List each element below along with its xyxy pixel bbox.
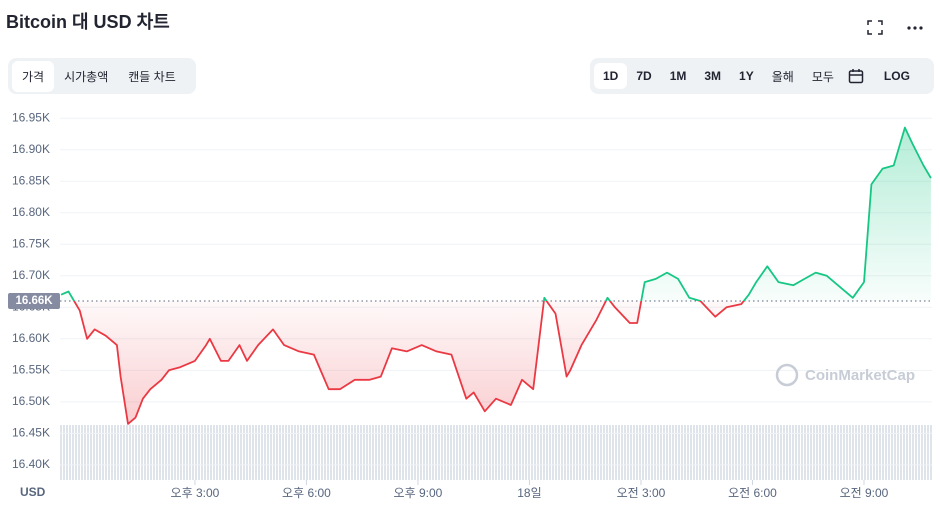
range-button[interactable]: 7D	[636, 69, 652, 83]
x-tick-label: 오전 9:00	[840, 486, 889, 500]
x-tick-label: 오후 6:00	[282, 486, 331, 500]
y-tick-label: 16.70K	[12, 268, 50, 282]
x-tick-label: 오전 6:00	[728, 486, 777, 500]
range-button[interactable]: 1Y	[739, 69, 754, 83]
fullscreen-icon[interactable]	[867, 20, 883, 35]
x-tick-label: 오후 3:00	[171, 486, 220, 500]
tab[interactable]: 캔들 차트	[128, 69, 176, 84]
y-tick-label: 16.45K	[12, 426, 50, 440]
chart-title: Bitcoin 대 USD 차트	[6, 12, 170, 32]
range-button[interactable]: 1D	[594, 63, 628, 89]
watermark-text: CoinMarketCap	[805, 367, 915, 384]
watermark: CoinMarketCap	[775, 363, 915, 387]
y-axis-label: USD	[20, 485, 46, 499]
y-tick-label: 16.50K	[12, 394, 50, 408]
y-tick-label: 16.80K	[12, 205, 50, 219]
tab[interactable]: 가격	[12, 60, 55, 92]
range-button[interactable]: 올해	[771, 69, 794, 84]
x-tick-label: 오전 3:00	[617, 486, 666, 500]
calendar-button[interactable]	[843, 66, 869, 86]
x-tick-label: 오후 9:00	[394, 486, 443, 500]
y-tick-label: 16.60K	[12, 331, 50, 345]
y-tick-label: 16.55K	[12, 362, 50, 376]
volume-bars	[60, 425, 932, 480]
y-tick-label: 16.90K	[12, 142, 50, 156]
more-icon[interactable]	[907, 26, 923, 30]
y-tick-label: 16.75K	[12, 236, 50, 250]
reference-badge	[8, 292, 60, 309]
calendar-icon	[848, 69, 864, 84]
y-tick-label: 16.40K	[12, 457, 50, 471]
tab[interactable]: 시가총액	[64, 69, 109, 84]
range-button[interactable]: 1M	[669, 69, 687, 83]
x-tick-label: 18일	[517, 486, 541, 500]
range-group: 1D 7D 1M 3M 1Y 올해 모두 LOG	[590, 58, 934, 94]
range-button[interactable]: 3M	[704, 69, 722, 83]
y-tick-label: 16.85K	[12, 173, 50, 187]
area	[61, 127, 931, 424]
price-line	[60, 126, 932, 425]
reference-label: 16.66K	[15, 295, 53, 307]
log-button[interactable]: LOG	[883, 69, 910, 83]
y-tick-label: 16.95K	[12, 110, 50, 124]
range-button[interactable]: 모두	[811, 69, 834, 84]
tab-group: 가격 시가총액 캔들 차트	[8, 58, 196, 94]
